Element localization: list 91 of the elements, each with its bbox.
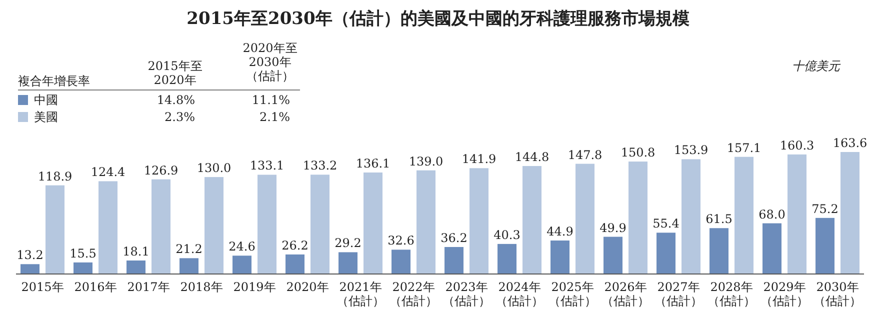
data-label: 61.5 [706, 212, 732, 226]
bar [98, 181, 118, 274]
data-label: 55.4 [652, 216, 680, 231]
data-label: 29.2 [334, 236, 362, 250]
bar [788, 154, 806, 274]
bar [74, 262, 92, 274]
bar [628, 162, 648, 274]
bar [656, 232, 676, 274]
data-label: 13.2 [16, 248, 44, 262]
data-label: 157.1 [726, 140, 762, 155]
bar [762, 223, 782, 274]
bar [286, 254, 304, 274]
data-label: 44.9 [546, 224, 574, 239]
bar [310, 174, 330, 274]
bar [576, 164, 594, 274]
bar [204, 177, 224, 274]
text: 14.8% [156, 93, 195, 107]
bar [710, 228, 728, 274]
bar [840, 152, 860, 274]
data-label: 133.2 [302, 158, 338, 173]
data-label: 147.8 [568, 148, 602, 162]
bar [364, 172, 382, 274]
x-tick-label: 2021年（估計） [336, 280, 384, 308]
text: 十億美元 [792, 59, 841, 73]
legend-label: 中國 [34, 93, 58, 107]
x-tick-label: 2023年（估計） [442, 280, 490, 308]
data-label: 136.1 [356, 156, 390, 171]
bar [416, 170, 436, 274]
data-label: 160.3 [780, 138, 814, 152]
text: 11.1% [252, 93, 290, 107]
data-label: 141.9 [462, 152, 496, 166]
data-label: 118.9 [38, 169, 72, 184]
data-label: 15.5 [70, 246, 96, 260]
data-label: 130.0 [196, 161, 232, 176]
data-label: 133.1 [250, 158, 284, 173]
x-tick-label: 2016年 [74, 280, 117, 294]
bar [20, 264, 40, 274]
x-tick-label: 2020年 [286, 280, 329, 294]
x-tick-label: 2017年 [127, 280, 170, 294]
x-tick-label: 2029年（估計） [760, 280, 808, 308]
legend-label: 美國 [34, 110, 58, 124]
bar [522, 166, 542, 274]
bar [180, 258, 198, 274]
chart-title: 2015年至2030年（估計）的美國及中國的牙科護理服務市場規模 [186, 9, 690, 29]
data-label: 24.6 [228, 240, 256, 254]
data-label: 75.2 [812, 202, 838, 216]
data-label: 49.9 [600, 220, 626, 235]
bar [682, 159, 700, 274]
data-label: 153.9 [674, 143, 708, 158]
data-label: 139.0 [408, 154, 444, 168]
x-tick-label: 2026年（估計） [602, 280, 650, 308]
text: 2.1% [260, 110, 290, 124]
text: 2.3% [164, 110, 195, 124]
bar [126, 260, 146, 274]
x-tick-label: 2024年（估計） [496, 280, 544, 308]
x-tick-label: 2015年 [21, 280, 64, 294]
data-label: 144.8 [514, 150, 550, 164]
bar [550, 240, 570, 274]
data-label: 18.1 [122, 244, 150, 258]
data-label: 40.3 [494, 228, 520, 242]
data-label: 32.6 [388, 234, 414, 248]
bar [338, 252, 358, 274]
x-tick-label: 2018年 [180, 280, 223, 294]
data-label: 68.0 [758, 207, 786, 222]
bar [816, 218, 834, 274]
x-tick-label: 2025年（估計） [548, 280, 596, 308]
x-tick-label: 2027年（估計） [654, 280, 702, 308]
bar [470, 168, 488, 274]
bar [498, 244, 516, 274]
text: 2015年至2020年 [148, 59, 202, 87]
bar [152, 179, 170, 274]
text: 2020年至2030年（估計） [242, 41, 298, 83]
bar [734, 156, 754, 274]
data-label: 21.2 [176, 242, 202, 256]
bar [604, 236, 622, 274]
bar [258, 174, 276, 274]
x-tick-label: 2028年（估計） [708, 280, 756, 308]
data-label: 26.2 [282, 238, 308, 252]
text: 複合年增長率 [18, 74, 90, 88]
data-label: 124.4 [90, 165, 126, 180]
data-label: 150.8 [620, 146, 656, 160]
data-label: 36.2 [440, 231, 468, 246]
bar [444, 247, 464, 274]
bar [392, 250, 410, 274]
x-tick-label: 2030年（估計） [814, 280, 862, 308]
data-label: 126.9 [144, 163, 178, 178]
x-tick-label: 2022年（估計） [390, 280, 438, 308]
data-label: 163.6 [832, 136, 868, 150]
bar [232, 256, 252, 274]
x-tick-label: 2019年 [233, 280, 276, 294]
bar [46, 185, 64, 274]
